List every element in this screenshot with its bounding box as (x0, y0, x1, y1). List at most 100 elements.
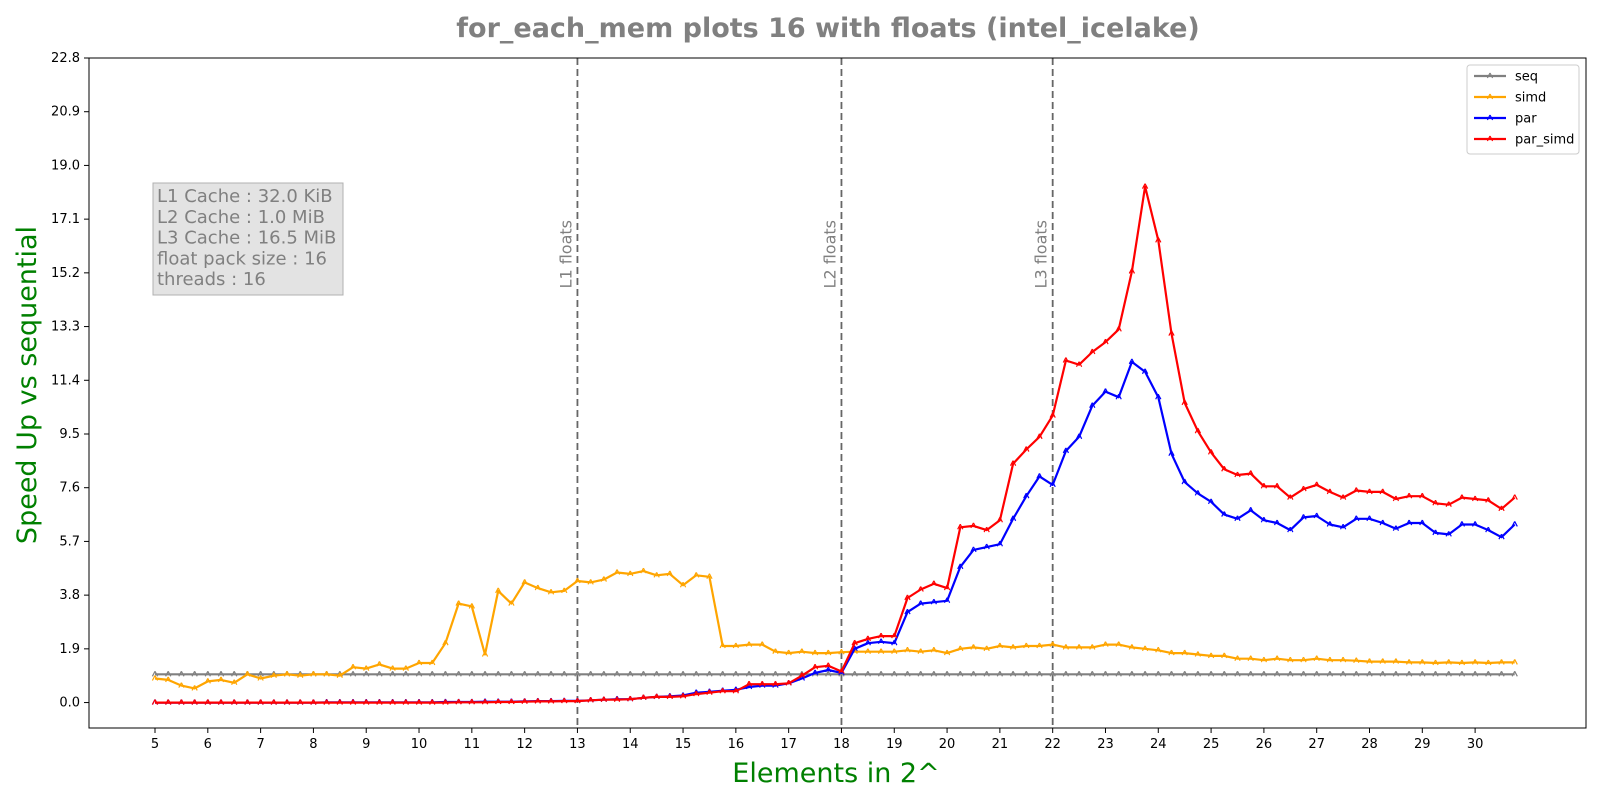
data-point (1155, 393, 1162, 400)
y-tick-label: 5.7 (59, 534, 80, 549)
data-point (930, 580, 938, 587)
data-point (1128, 644, 1136, 650)
data-point (1300, 671, 1307, 677)
data-point (851, 639, 858, 646)
x-tick-label: 24 (1150, 737, 1167, 752)
series-seq (151, 671, 1518, 677)
data-point (693, 690, 700, 697)
data-point (1379, 671, 1386, 677)
data-point (1405, 659, 1413, 665)
data-point (178, 682, 185, 688)
data-point (521, 698, 528, 704)
data-point (891, 632, 898, 639)
x-tick-label: 6 (204, 737, 212, 752)
data-point (1353, 657, 1360, 663)
data-point (1366, 671, 1373, 677)
data-point (1049, 671, 1056, 677)
data-point (1353, 515, 1360, 522)
data-point (257, 671, 264, 677)
data-point (415, 659, 423, 666)
data-point (1379, 658, 1386, 664)
data-point (1221, 652, 1228, 659)
x-tick-label: 13 (569, 737, 586, 752)
series-par_simd (151, 183, 1518, 705)
data-point (508, 671, 515, 677)
y-tick-label: 13.3 (51, 320, 80, 335)
data-point (759, 680, 766, 687)
data-point (1234, 671, 1241, 677)
data-point (996, 540, 1004, 547)
data-point (745, 680, 753, 687)
data-point (363, 699, 370, 705)
x-tick-label: 12 (516, 737, 533, 752)
data-point (1339, 656, 1347, 663)
data-point (376, 661, 383, 667)
data-point (970, 671, 977, 677)
legend-entry: par (1515, 112, 1537, 127)
data-point (151, 675, 159, 681)
data-point (1194, 427, 1202, 434)
y-tick-label: 7.6 (59, 481, 80, 496)
data-point (970, 546, 977, 553)
data-point (891, 639, 898, 646)
data-point (719, 671, 726, 677)
legend: seq simd par par_simd (1466, 64, 1580, 155)
data-point (257, 699, 264, 705)
data-point (1062, 447, 1070, 454)
x-tick-label: 16 (728, 737, 745, 752)
data-point (706, 689, 713, 695)
data-point (1419, 492, 1426, 499)
data-point (1102, 338, 1109, 345)
data-point (204, 678, 211, 684)
data-point (1339, 671, 1347, 677)
data-point (1207, 652, 1215, 659)
x-tick-label: 7 (256, 737, 264, 752)
x-tick-label: 8 (309, 737, 317, 752)
data-point (1128, 671, 1136, 677)
data-point (640, 694, 647, 701)
data-point (204, 671, 211, 677)
data-point (1023, 446, 1030, 452)
data-point (653, 572, 660, 578)
data-point (1273, 519, 1281, 526)
data-point (1511, 659, 1518, 665)
data-point (719, 642, 726, 649)
data-point (1313, 655, 1320, 662)
data-point (943, 671, 951, 677)
data-point (402, 671, 409, 677)
data-point (1181, 478, 1188, 485)
data-point (1089, 348, 1096, 355)
data-point (759, 641, 766, 647)
data-point (217, 676, 225, 683)
data-point (1366, 515, 1373, 522)
data-point (1458, 671, 1466, 677)
data-point (957, 645, 964, 652)
data-point (587, 671, 594, 677)
data-point (600, 671, 607, 677)
data-point (653, 671, 660, 677)
x-tick-label: 18 (833, 737, 850, 752)
data-point (442, 671, 449, 677)
data-point (785, 671, 792, 677)
data-point (1419, 659, 1426, 665)
data-point (244, 699, 251, 705)
data-point (1089, 402, 1096, 408)
data-point (455, 698, 462, 705)
data-point (1049, 412, 1056, 418)
legend-frame (1466, 64, 1580, 155)
data-point (1405, 492, 1413, 499)
data-point (957, 524, 964, 530)
data-point (178, 699, 185, 705)
x-tick-label: 9 (362, 737, 370, 752)
data-point (1273, 671, 1281, 677)
data-point (693, 572, 700, 578)
data-point (996, 516, 1004, 523)
data-point (217, 699, 225, 705)
data-point (1432, 659, 1439, 666)
data-point (732, 687, 739, 694)
data-point (587, 697, 594, 703)
data-point (1221, 511, 1228, 517)
x-tick-label: 30 (1467, 737, 1484, 752)
data-point (706, 671, 713, 677)
